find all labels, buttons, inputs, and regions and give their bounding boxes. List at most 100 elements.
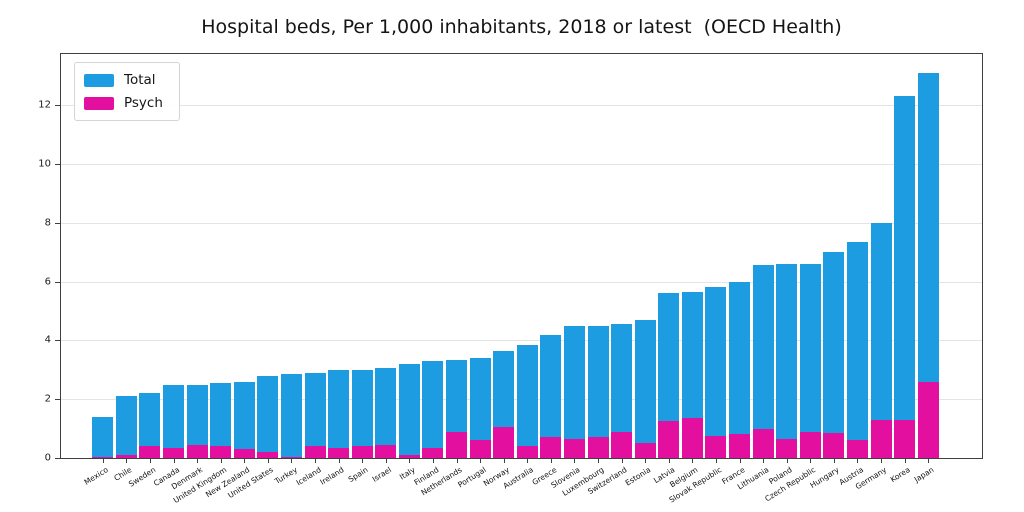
y-axis-tick <box>55 105 60 107</box>
bar-total <box>917 72 939 458</box>
bar-psych <box>422 447 444 458</box>
x-axis-tick <box>833 459 835 463</box>
x-axis-tick <box>645 459 647 463</box>
x-axis-tick <box>244 459 246 463</box>
x-tick-label: Estonia <box>623 465 653 488</box>
bar-psych <box>92 456 114 458</box>
x-axis-tick <box>102 459 104 463</box>
bar-total <box>705 287 727 458</box>
x-axis-tick <box>220 459 222 463</box>
bar-total <box>563 325 585 458</box>
gridline <box>61 163 982 165</box>
x-axis-tick <box>715 459 717 463</box>
bar-total <box>516 344 538 458</box>
bar-psych <box>681 418 703 458</box>
bar-psych <box>115 455 137 458</box>
x-tick-label: Iceland <box>294 465 323 488</box>
x-tick-label: Turkey <box>272 465 299 486</box>
bar-total <box>587 325 609 458</box>
x-axis-tick <box>126 459 128 463</box>
x-axis-tick <box>810 459 812 463</box>
y-tick-label: 0 <box>44 452 51 464</box>
x-axis-tick <box>480 459 482 463</box>
y-axis-tick <box>55 222 60 224</box>
x-tick-label: Korea <box>888 465 912 485</box>
legend-label-psych: Psych <box>124 95 163 111</box>
bar-psych <box>870 419 892 458</box>
bar-total <box>894 96 916 458</box>
bar-psych <box>328 447 350 458</box>
x-tick-label: Ireland <box>318 465 346 487</box>
bar-psych <box>563 438 585 458</box>
bar-psych <box>186 444 208 458</box>
bar-psych <box>304 446 326 458</box>
bar-total <box>422 360 444 458</box>
bar-total <box>92 416 114 458</box>
bar-psych <box>540 437 562 458</box>
bar-psych <box>493 427 515 458</box>
bar-psych <box>634 443 656 458</box>
bar-psych <box>280 456 302 458</box>
bar-total <box>351 369 373 458</box>
legend: Total Psych <box>74 62 180 121</box>
x-axis-tick <box>362 459 364 463</box>
gridline <box>61 222 982 224</box>
bar-psych <box>917 381 939 458</box>
bar-total <box>186 384 208 458</box>
bar-psych <box>469 440 491 458</box>
bar-total <box>210 383 232 458</box>
bar-total <box>634 319 656 458</box>
bar-psych <box>233 449 255 458</box>
bar-psych <box>446 431 468 458</box>
bar-total <box>870 222 892 458</box>
x-axis-tick <box>574 459 576 463</box>
plot-area: Total Psych 0 2 4 6 8 10 12 Mexico Chile Sweden Ca… <box>38 53 983 505</box>
x-axis-tick <box>763 459 765 463</box>
x-tick-label: Mexico <box>82 465 111 487</box>
bar-psych <box>776 438 798 458</box>
y-axis-tick <box>55 458 60 459</box>
x-axis-tick <box>857 459 859 463</box>
bar-psych <box>846 440 868 458</box>
x-tick-label: Israel <box>370 465 394 484</box>
bar-psych <box>611 431 633 458</box>
bar-psych <box>163 447 185 458</box>
y-tick-label: 2 <box>44 393 51 405</box>
bar-total <box>280 374 302 458</box>
bar-psych <box>516 446 538 458</box>
x-axis-tick <box>692 459 694 463</box>
chart-title: Hospital beds, Per 1,000 inhabitants, 20… <box>201 16 842 38</box>
gridline <box>61 105 982 107</box>
x-axis-tick <box>149 459 151 463</box>
x-axis-tick <box>786 459 788 463</box>
x-axis-tick <box>173 459 175 463</box>
bar-psych <box>351 446 373 458</box>
legend-label-total: Total <box>124 72 156 88</box>
y-tick-label: 4 <box>44 334 51 346</box>
y-axis-tick <box>55 281 60 283</box>
bar-total <box>729 281 751 458</box>
x-axis-tick <box>409 459 411 463</box>
x-axis-tick <box>928 459 930 463</box>
bar-total <box>139 393 161 458</box>
gridline <box>61 340 982 342</box>
legend-item-total: Total <box>84 72 163 88</box>
x-axis-tick <box>881 459 883 463</box>
bar-total <box>163 384 185 458</box>
bar-psych <box>210 446 232 458</box>
bar-psych <box>799 431 821 458</box>
x-axis-tick <box>739 459 741 463</box>
bar-total <box>304 372 326 458</box>
bar-total <box>398 363 420 458</box>
bar-psych <box>398 455 420 458</box>
x-tick-label: Spain <box>346 465 370 485</box>
x-axis-tick <box>338 459 340 463</box>
bar-total <box>257 375 279 458</box>
bar-psych <box>894 419 916 458</box>
x-axis-tick <box>267 459 269 463</box>
bar-psych <box>139 446 161 458</box>
bar-total <box>540 334 562 458</box>
x-axis-tick <box>456 459 458 463</box>
bar-psych <box>705 435 727 458</box>
